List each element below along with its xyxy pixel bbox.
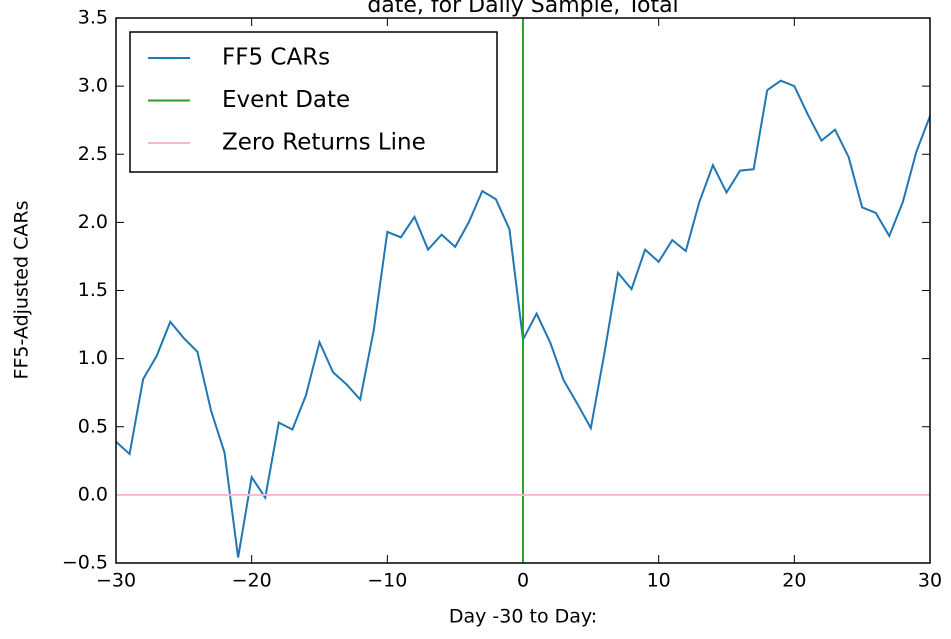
y-tick-label: 3.5 (78, 7, 108, 29)
x-tick-label: 20 (782, 570, 806, 592)
legend-label: FF5 CARs (222, 45, 330, 71)
y-tick-label: 1.5 (78, 279, 108, 301)
y-tick-label: 3.0 (78, 75, 108, 97)
y-tick-label: −0.5 (62, 552, 108, 574)
x-tick-label: −30 (96, 570, 136, 592)
y-tick-label: 0.0 (78, 483, 108, 505)
x-tick-label: 0 (517, 570, 529, 592)
x-tick-label: 30 (918, 570, 942, 592)
x-axis-label: Day -30 to Day: (449, 606, 597, 628)
y-tick-label: 1.0 (78, 347, 108, 369)
y-tick-label: 0.5 (78, 415, 108, 437)
legend-box (129, 31, 498, 173)
chart-title: date, for Daily Sample, Total (367, 0, 678, 18)
plot-frame (115, 17, 931, 564)
y-axis-label: FF5-Adjusted CARs (11, 201, 33, 380)
y-tick-label: 2.5 (78, 143, 108, 165)
legend-label: Zero Returns Line (222, 130, 426, 156)
x-tick-label: −10 (367, 570, 407, 592)
y-tick-label: 2.0 (78, 211, 108, 233)
legend-label: Event Date (222, 87, 350, 113)
x-tick-label: −20 (232, 570, 272, 592)
x-tick-label: 10 (647, 570, 671, 592)
